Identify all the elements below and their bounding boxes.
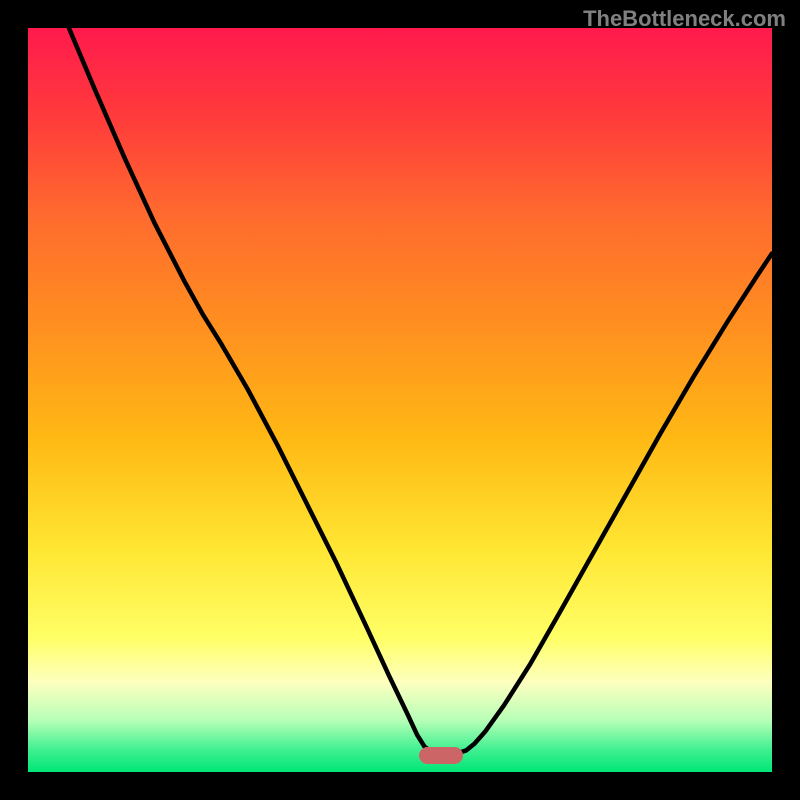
curve-path bbox=[69, 28, 772, 754]
optimum-marker bbox=[419, 747, 464, 763]
chart-plot-area bbox=[28, 28, 772, 772]
watermark-text: TheBottleneck.com bbox=[583, 6, 786, 32]
bottleneck-curve bbox=[28, 28, 772, 772]
